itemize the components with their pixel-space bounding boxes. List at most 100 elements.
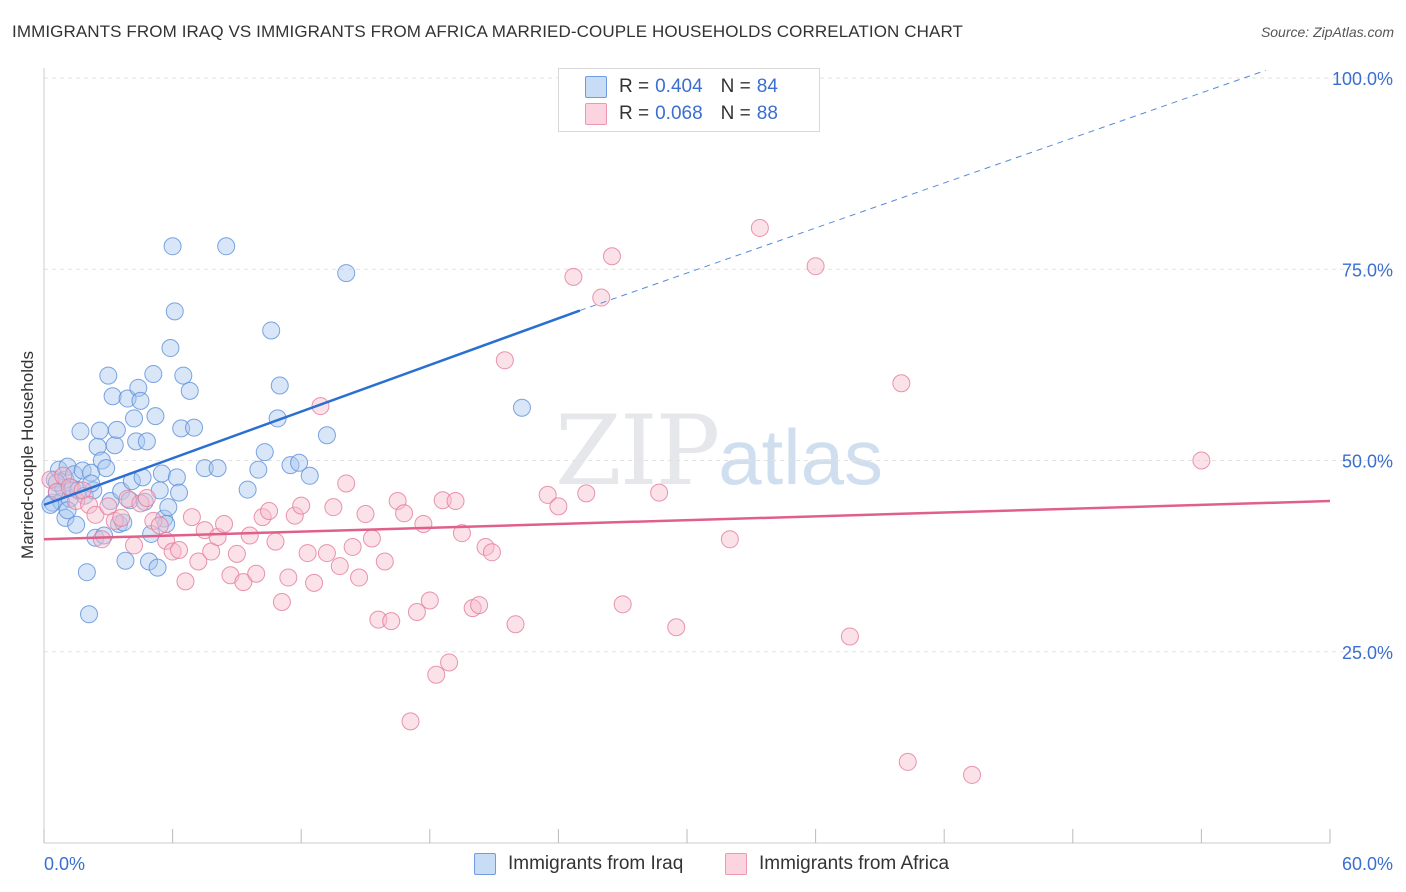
legend-n-value: 88 [756,103,778,124]
point-series-1-35 [266,532,285,551]
point-series-1-86 [963,765,982,784]
point-series-1-32 [247,564,266,583]
trendline-iraq [43,309,581,507]
point-series-1-51 [369,610,388,629]
watermark-atlas: atlas [718,413,883,501]
point-series-0-41 [129,378,148,397]
point-series-1-22 [182,508,201,527]
point-series-0-66 [208,459,227,478]
point-series-0-26 [97,459,116,478]
point-series-1-84 [892,374,911,393]
point-series-1-19 [163,542,182,561]
watermark-zip: ZIP [555,395,720,507]
point-series-0-61 [172,419,191,438]
point-series-0-60 [170,483,189,502]
point-series-1-74 [577,484,596,503]
legend-r-value: 0.404 [655,76,703,97]
point-series-1-48 [350,568,369,587]
legend-n-value: 84 [756,76,778,97]
point-series-1-52 [375,552,394,571]
point-series-0-58 [165,302,184,321]
point-series-1-79 [667,618,686,637]
point-series-0-29 [103,387,122,406]
y-tick-label-1: 50.0% [1342,452,1393,472]
x-tick-label-0: 0.0% [44,854,85,874]
y-tick-label-2: 75.0% [1342,260,1393,280]
legend-r-label: R = [619,103,650,124]
point-series-0-7 [56,508,75,527]
point-series-1-41 [305,573,324,592]
legend-n-label: N = [720,103,751,124]
y-axis-label: Married-couple Households [18,351,37,559]
point-series-1-6 [80,495,99,514]
point-series-0-79 [512,398,531,417]
point-series-1-61 [433,491,452,510]
point-series-1-76 [602,247,621,266]
point-series-1-56 [401,712,420,731]
trendline-africa [43,499,1331,541]
point-series-0-62 [174,366,193,385]
point-series-1-55 [395,504,414,523]
point-series-1-71 [538,485,557,504]
point-series-0-75 [290,453,309,472]
point-series-1-87 [1192,451,1211,470]
legend-swatch-africa [585,103,607,125]
point-series-1-36 [272,593,291,612]
point-series-0-59 [167,468,186,487]
legend-row-iraq: R = 0.404 N = 84 [585,75,778,99]
point-series-1-63 [446,492,465,511]
point-series-1-78 [650,483,669,502]
point-series-1-21 [176,572,195,591]
point-series-1-37 [279,568,298,587]
point-series-0-68 [238,480,257,499]
point-series-1-39 [292,496,311,515]
point-series-1-11 [112,508,131,527]
point-series-0-78 [337,264,356,283]
point-series-0-64 [185,418,204,437]
point-series-1-81 [750,218,769,237]
legend-r-value: 0.068 [655,103,703,124]
point-series-0-71 [262,321,281,340]
point-series-1-80 [720,530,739,549]
point-series-1-2 [54,466,73,485]
point-series-0-63 [180,381,199,400]
point-series-0-65 [195,459,214,478]
point-series-1-38 [285,506,304,525]
point-series-1-85 [898,752,917,771]
point-series-1-57 [407,602,426,621]
point-series-1-50 [362,529,381,548]
point-series-0-23 [90,421,109,440]
y-tick-label-0: 25.0% [1342,643,1393,663]
point-series-1-68 [482,543,501,562]
point-series-0-14 [71,422,90,441]
point-series-1-60 [427,665,446,684]
bottom-legend-label-africa: Immigrants from Africa [759,853,950,874]
bottom-legend-africa: Immigrants from Africa [725,852,949,876]
point-series-0-57 [163,237,182,256]
point-series-0-52 [152,464,171,483]
point-series-1-66 [470,596,489,615]
point-series-1-23 [189,552,208,571]
point-series-0-18 [80,605,99,624]
point-series-0-56 [161,339,180,358]
point-series-0-77 [317,426,336,445]
point-series-0-76 [300,466,319,485]
point-series-1-77 [613,595,632,614]
bottom-legend-swatch-africa [725,853,747,875]
point-series-0-39 [125,409,144,428]
point-series-0-42 [131,391,150,410]
point-series-1-64 [452,524,471,543]
point-series-1-7 [86,505,105,524]
point-series-1-73 [564,267,583,286]
point-series-0-8 [58,457,77,476]
point-series-1-53 [382,612,401,631]
point-series-0-70 [255,443,274,462]
point-series-1-49 [356,505,375,524]
point-series-1-8 [92,530,111,549]
point-series-1-20 [170,541,189,560]
point-series-1-15 [137,488,156,507]
point-series-1-13 [125,536,144,555]
point-series-1-72 [549,497,568,516]
point-series-0-50 [148,558,167,577]
